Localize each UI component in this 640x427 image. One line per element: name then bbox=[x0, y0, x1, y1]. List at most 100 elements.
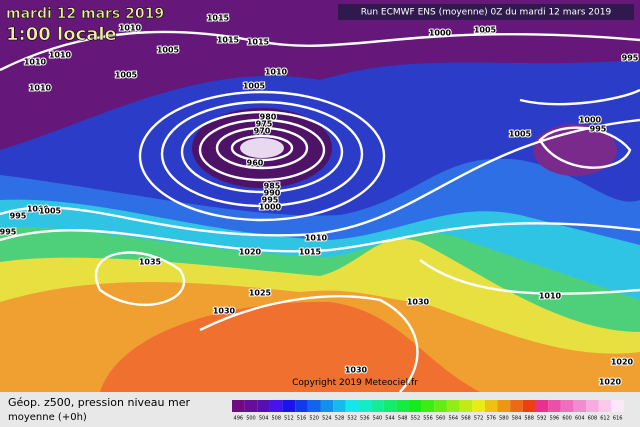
colorbar-label: 524 bbox=[322, 416, 332, 422]
colorbar-label: 508 bbox=[271, 416, 281, 422]
colorbar-swatch bbox=[396, 400, 410, 412]
colorbar-swatch bbox=[484, 400, 498, 412]
colorbar-label: 500 bbox=[246, 416, 256, 422]
colorbar-label: 604 bbox=[575, 416, 585, 422]
isobar-label: 1010 bbox=[539, 292, 562, 301]
colorbar-label: 584 bbox=[512, 416, 522, 422]
colorbar-swatch bbox=[358, 400, 372, 412]
isobar-label: 1005 bbox=[115, 71, 138, 80]
isobar-label: 995 bbox=[262, 196, 279, 205]
footer-title: Géop. z500, pression niveau mer bbox=[8, 396, 191, 409]
isobar-label: 1030 bbox=[407, 298, 430, 307]
colorbar-swatch bbox=[333, 400, 346, 412]
colorbar-label: 496 bbox=[234, 416, 244, 422]
colorbar-swatch bbox=[371, 400, 384, 412]
colorbar-label: 540 bbox=[373, 416, 383, 422]
colorbar-label: 596 bbox=[550, 416, 560, 422]
isobar-label: 1000 bbox=[429, 29, 452, 38]
header: mardi 12 mars 2019 1:00 locale Run ECMWF… bbox=[6, 4, 634, 388]
copyright: Copyright 2019 Meteociel.fr bbox=[292, 378, 418, 388]
isobar-label: 995 bbox=[10, 212, 27, 221]
colorbar-swatch bbox=[320, 400, 334, 412]
colorbar-label: 616 bbox=[613, 416, 623, 422]
isobars bbox=[0, 30, 640, 393]
isobar-label: 1010 bbox=[24, 58, 47, 67]
isobar-label: 1000 bbox=[579, 116, 602, 125]
colorbar-label: 516 bbox=[297, 416, 307, 422]
isobar-label: 1005 bbox=[39, 207, 62, 216]
isobar-label: 1010 bbox=[265, 68, 288, 77]
isobar-label: 1030 bbox=[213, 307, 236, 316]
colorbar-swatch bbox=[409, 400, 422, 412]
isobar-label: 1020 bbox=[611, 358, 634, 367]
isobar-label: 1005 bbox=[243, 82, 266, 91]
isobar-label: 1005 bbox=[157, 46, 180, 55]
colorbar-label: 552 bbox=[411, 416, 421, 422]
colorbar-label: 544 bbox=[385, 416, 395, 422]
colorbar-label: 532 bbox=[347, 416, 357, 422]
colorbar-label: 572 bbox=[474, 416, 484, 422]
colorbar-swatch bbox=[295, 400, 308, 412]
colorbar-label: 588 bbox=[524, 416, 534, 422]
colorbar-swatch bbox=[598, 400, 612, 412]
colorbar-swatch bbox=[434, 400, 447, 412]
colorbar-swatch bbox=[269, 400, 283, 412]
colorbar-label: 580 bbox=[499, 416, 509, 422]
isobar-label: 1005 bbox=[509, 130, 532, 139]
isobar-label: 960 bbox=[247, 159, 264, 168]
isobar-label: 1020 bbox=[239, 248, 262, 257]
colorbar-swatch bbox=[307, 400, 321, 412]
colorbar-label: 556 bbox=[423, 416, 433, 422]
colorbar-label: 612 bbox=[600, 416, 610, 422]
colorbar: 496 500 504 508 512 516 520 524 528 532 536 540 544 5… bbox=[232, 400, 624, 422]
isobar-label: 995 bbox=[0, 228, 17, 237]
isobar-label: 1000 bbox=[259, 203, 282, 212]
isobar-label: 995 bbox=[590, 125, 607, 134]
colorbar-swatch bbox=[459, 400, 473, 412]
background bbox=[0, 0, 640, 392]
colorbar-swatch bbox=[446, 400, 460, 412]
colorbar-swatch bbox=[510, 400, 523, 412]
colorbar-swatch bbox=[497, 400, 511, 412]
colorbar-swatch bbox=[611, 400, 624, 412]
isobar-label: 1025 bbox=[249, 289, 272, 298]
colorbar-label: 560 bbox=[436, 416, 446, 422]
colorbar-label: 548 bbox=[398, 416, 408, 422]
isobar-label: 970 bbox=[254, 127, 271, 136]
isobar-label: 975 bbox=[256, 120, 273, 129]
isobar-label: 980 bbox=[260, 113, 277, 122]
colorbar-label: 564 bbox=[449, 416, 459, 422]
colorbar-swatch bbox=[573, 400, 587, 412]
time: 1:00 locale bbox=[6, 24, 117, 45]
colorbar-swatch bbox=[548, 400, 561, 412]
colorbar-label: 608 bbox=[588, 416, 598, 422]
colorbar-label: 504 bbox=[259, 416, 269, 422]
isobar-label: 1015 bbox=[217, 36, 240, 45]
colorbar-swatch bbox=[345, 400, 359, 412]
colorbar-swatch bbox=[421, 400, 435, 412]
colorbar-swatch bbox=[522, 400, 536, 412]
isobar-label: 1000 bbox=[27, 205, 50, 214]
colorbar-swatch bbox=[282, 400, 296, 412]
colorbar-swatch bbox=[244, 400, 258, 412]
colorbar-swatch bbox=[560, 400, 574, 412]
colorbar-label: 576 bbox=[486, 416, 496, 422]
colorbar-swatch bbox=[232, 400, 245, 412]
colorbar-swatch bbox=[383, 400, 397, 412]
colorbar-label: 520 bbox=[309, 416, 319, 422]
isobar-label: 990 bbox=[264, 189, 281, 198]
colorbar-label: 512 bbox=[284, 416, 294, 422]
isobar-label: 1015 bbox=[299, 248, 322, 257]
isobar-label: 1015 bbox=[207, 14, 230, 23]
colorbar-label: 592 bbox=[537, 416, 547, 422]
isobar-label: 995 bbox=[622, 54, 639, 63]
isobar-label: 1010 bbox=[305, 234, 328, 243]
isobar-label: 1035 bbox=[139, 258, 162, 267]
colorbar-swatch bbox=[586, 400, 599, 412]
isobar-label: 1010 bbox=[119, 24, 142, 33]
isobar-labels: 1015 1010 1015 1005 1010 1010 1005 1010 1005 1010… bbox=[0, 13, 640, 388]
colorbar-label: 600 bbox=[562, 416, 572, 422]
isobar-label: 1005 bbox=[474, 26, 497, 35]
colorbar-swatch bbox=[257, 400, 270, 412]
